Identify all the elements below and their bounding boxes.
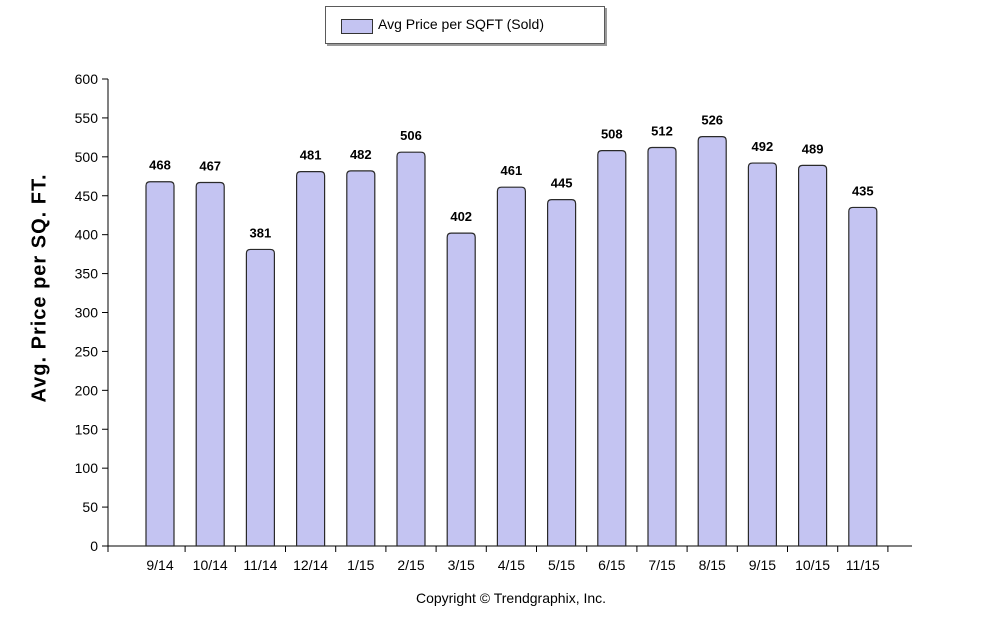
x-tick-label: 10/14 [193,557,228,573]
data-label: 482 [350,147,372,162]
data-label: 435 [852,183,874,198]
bar [245,248,275,547]
data-label: 489 [802,141,824,156]
x-tick-label: 9/14 [146,557,173,573]
bar [597,150,627,547]
x-tick-label: 12/14 [293,557,328,573]
bar [798,164,828,547]
copyright-text: Copyright © Trendgraphix, Inc. [415,590,607,606]
data-label: 508 [601,127,623,142]
x-tick-label: 6/15 [598,557,625,573]
x-tick-label: 5/15 [548,557,575,573]
data-label: 468 [149,158,171,173]
y-tick-label: 400 [75,227,99,243]
x-tick-label: 11/15 [846,557,880,573]
bar [697,135,727,547]
bar [195,181,225,547]
y-tick-label: 0 [90,538,98,554]
x-tick-label: 4/15 [498,557,525,573]
bar [647,146,677,547]
bar [446,232,476,547]
bar [145,181,175,547]
legend-swatch [341,19,373,34]
bar [396,151,426,547]
y-tick-label: 600 [75,71,99,87]
bar [296,171,326,547]
y-tick-label: 350 [75,266,99,282]
y-tick-label: 450 [75,188,99,204]
data-label: 512 [651,123,673,138]
legend-label: Avg Price per SQFT (Sold) [378,16,544,32]
x-tick-label: 1/15 [347,557,374,573]
bar [346,170,376,547]
x-tick-label: 2/15 [397,557,424,573]
data-label: 506 [400,128,422,143]
data-label: 461 [501,163,523,178]
y-tick-label: 150 [75,421,99,437]
y-tick-label: 250 [75,343,99,359]
y-tick-label: 300 [75,305,99,321]
data-label: 381 [250,225,272,240]
x-tick-label: 7/15 [648,557,675,573]
data-label: 481 [300,148,322,163]
bar [848,206,878,547]
x-tick-label: 11/14 [243,557,277,573]
data-label: 445 [551,176,573,191]
x-tick-label: 8/15 [699,557,726,573]
bar [747,162,777,547]
bar [496,186,526,547]
y-tick-label: 500 [75,149,99,165]
legend: Avg Price per SQFT (Sold) [325,6,605,44]
y-tick-label: 550 [75,110,99,126]
y-tick-label: 100 [75,460,99,476]
x-tick-label: 3/15 [448,557,475,573]
data-label: 492 [752,139,774,154]
y-tick-label: 50 [82,499,98,515]
x-tick-label: 9/15 [749,557,776,573]
data-label: 467 [199,159,221,174]
x-tick-label: 10/15 [795,557,830,573]
data-label: 402 [450,209,472,224]
data-label: 526 [701,113,723,128]
y-tick-label: 200 [75,382,99,398]
bar [547,199,577,547]
